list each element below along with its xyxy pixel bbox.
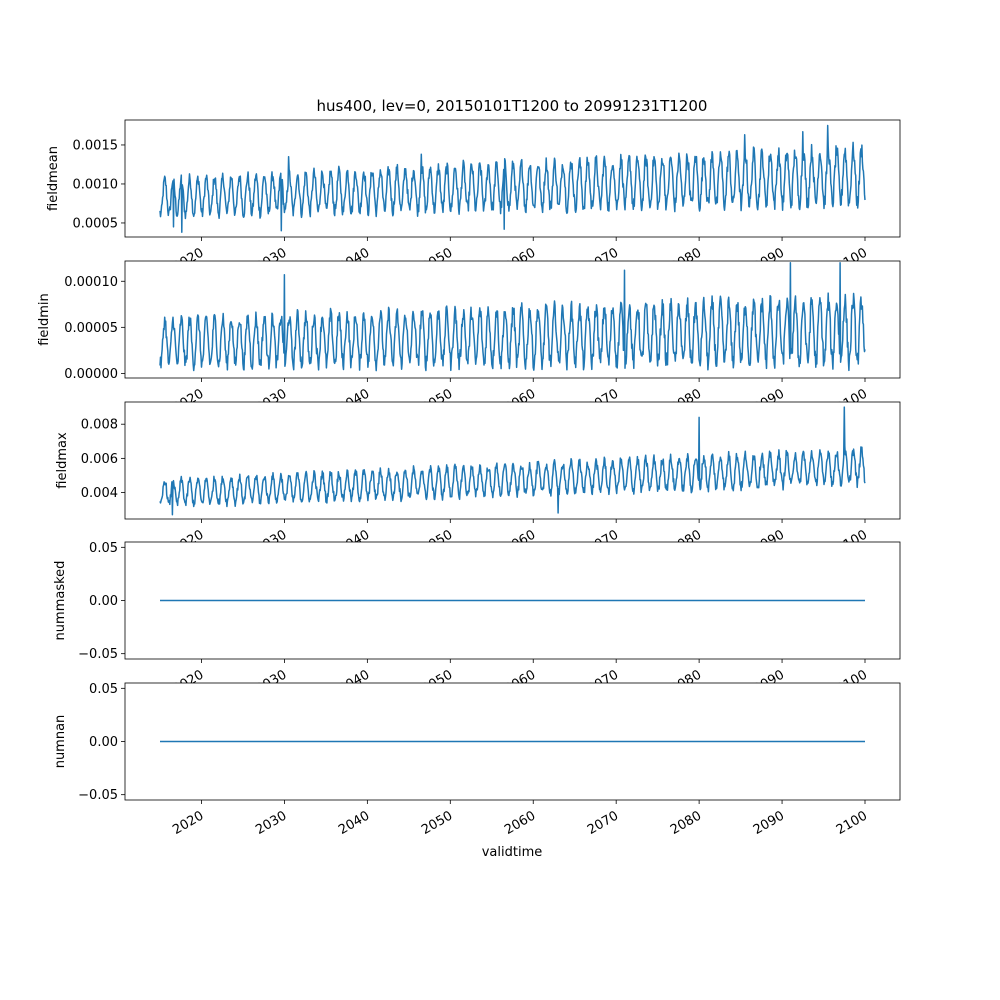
y-axis-label: fieldmean <box>46 146 61 211</box>
y-tick-label: 0.05 <box>89 682 118 697</box>
y-tick-label: 0.05 <box>89 541 118 556</box>
y-tick-label: 0.0015 <box>73 138 119 153</box>
series-line-fieldmax <box>159 406 866 516</box>
axes-frame <box>124 401 901 520</box>
y-axis-label: numnan <box>53 715 68 769</box>
x-tick-label: 2100 <box>834 808 870 838</box>
y-tick-label: 0.00000 <box>64 367 118 382</box>
x-axis-label: validtime <box>482 845 543 860</box>
y-tick-label: 0.0010 <box>73 177 119 192</box>
x-tick-label: 2040 <box>336 808 372 838</box>
x-tick-label: 2020 <box>170 808 206 838</box>
x-tick-label: 2070 <box>585 808 621 838</box>
panels-group: 0.0005 0.0010 0.0015 fieldmean 2020 2030 2040 2… <box>37 119 901 838</box>
x-tick-label: 2080 <box>668 808 704 838</box>
y-tick-label: 0.004 <box>81 486 118 501</box>
y-tick-label: −0.05 <box>78 788 118 803</box>
y-tick-label: 0.00010 <box>64 275 118 290</box>
axes-frame <box>124 119 901 238</box>
y-tick-label: 0.008 <box>81 418 118 433</box>
chart-title: hus400, lev=0, 20150101T1200 to 20991231… <box>317 97 708 115</box>
panel-fieldmax: 0.0040.0060.008fieldmax20202030204020502… <box>55 401 901 557</box>
y-tick-label: 0.006 <box>81 452 118 467</box>
y-axis-label: fieldmin <box>37 293 52 346</box>
y-axis-label: fieldmax <box>55 432 70 489</box>
y-tick-label: 0.00005 <box>64 321 118 336</box>
y-tick-label: 0.00 <box>89 594 118 609</box>
axes-frame <box>124 260 901 379</box>
panel-numnan: −0.05 0.00 0.05 numnan 2020 2030 2040 2050 2060 2… <box>53 682 901 838</box>
series-line-fieldmin <box>159 262 866 372</box>
x-tick-label: 2050 <box>419 808 455 838</box>
x-tick-label: 2090 <box>751 808 787 838</box>
x-tick-label: 2030 <box>253 808 289 838</box>
series-line-fieldmean <box>159 124 866 234</box>
y-tick-label: −0.05 <box>78 647 118 662</box>
y-tick-label: 0.00 <box>89 735 118 750</box>
x-tick-label: 2060 <box>502 808 538 838</box>
y-axis-label: nummasked <box>53 561 68 641</box>
axes-background <box>125 402 900 519</box>
y-tick-label: 0.0005 <box>73 216 119 231</box>
